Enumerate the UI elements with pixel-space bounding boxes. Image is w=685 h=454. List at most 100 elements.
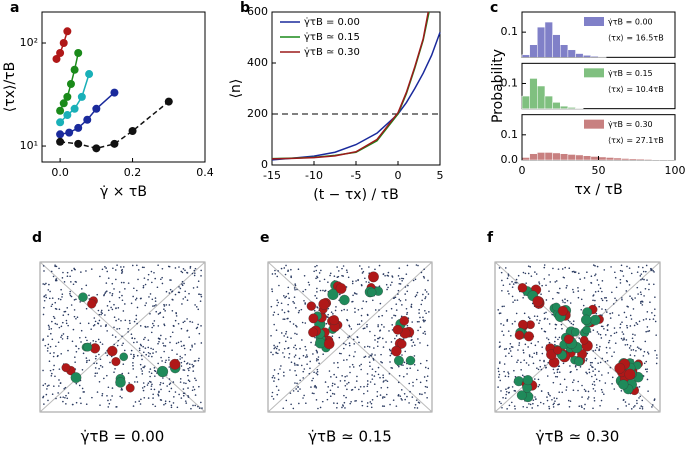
particle — [383, 346, 385, 348]
particle — [628, 403, 630, 405]
point — [85, 70, 93, 78]
particle — [366, 324, 368, 326]
particle — [192, 386, 194, 388]
point — [165, 98, 173, 106]
particle — [161, 277, 163, 279]
particle — [194, 343, 196, 345]
particle — [86, 403, 88, 405]
particle — [390, 350, 392, 352]
particle — [500, 312, 502, 314]
bar — [560, 106, 568, 109]
particle — [287, 287, 289, 289]
particle — [634, 334, 636, 336]
annotation: ⟨τx⟩ = 27.1τB — [608, 136, 664, 145]
particle — [375, 309, 377, 311]
particle — [387, 387, 389, 389]
particle — [427, 375, 429, 377]
particle — [165, 362, 167, 364]
particle — [283, 375, 285, 377]
particle — [553, 402, 555, 404]
particle — [166, 291, 168, 293]
particle — [427, 280, 429, 282]
particle — [377, 341, 379, 343]
particle — [190, 349, 192, 351]
particle — [83, 353, 85, 355]
particle — [647, 379, 649, 381]
particle — [510, 335, 512, 337]
particle — [344, 376, 346, 378]
particle — [395, 303, 397, 305]
x-axis-label: γ̇ × τB — [100, 184, 147, 200]
particle — [304, 368, 306, 370]
particle — [367, 406, 369, 408]
particle — [371, 403, 373, 405]
particle — [609, 313, 611, 315]
particle — [372, 399, 374, 401]
particle — [185, 383, 187, 385]
particle — [629, 347, 631, 349]
particle — [590, 362, 592, 364]
particle — [336, 407, 338, 409]
particle — [141, 370, 143, 372]
particle — [630, 315, 632, 317]
particle — [579, 278, 581, 280]
particle — [638, 397, 640, 399]
particle — [603, 328, 605, 330]
particle — [60, 336, 62, 338]
particle — [148, 397, 150, 399]
particle — [147, 347, 149, 349]
particle — [335, 306, 337, 308]
particle — [173, 325, 175, 327]
particle — [532, 403, 534, 405]
particle — [508, 373, 510, 375]
cluster-particle — [107, 346, 117, 356]
particle — [131, 350, 133, 352]
particle — [630, 345, 632, 347]
particle — [152, 298, 154, 300]
particle — [599, 380, 601, 382]
particle — [140, 403, 142, 405]
particle — [554, 281, 556, 283]
bar — [568, 154, 576, 160]
particle — [58, 379, 60, 381]
particle — [310, 342, 312, 344]
legend-swatch — [584, 120, 604, 129]
particle — [59, 368, 61, 370]
particle — [389, 404, 391, 406]
particle — [154, 405, 156, 407]
particle — [653, 318, 655, 320]
y-axis-label: ⟨n⟩ — [228, 79, 244, 99]
particle — [626, 327, 628, 329]
particle — [45, 345, 47, 347]
particle — [192, 273, 194, 275]
particle — [380, 303, 382, 305]
particle — [390, 284, 392, 286]
cluster-particle — [398, 340, 407, 349]
particle — [372, 378, 374, 380]
particle — [316, 358, 318, 360]
particle — [569, 406, 571, 408]
particle — [48, 385, 50, 387]
particle — [643, 279, 645, 281]
cluster-particle — [170, 359, 181, 370]
particle — [178, 292, 180, 294]
particle — [398, 366, 400, 368]
particle — [50, 333, 52, 335]
particle — [645, 361, 647, 363]
bar — [576, 155, 584, 160]
particle — [56, 324, 58, 326]
particle — [514, 321, 516, 323]
particle — [58, 341, 60, 343]
particle — [539, 360, 541, 362]
particle — [287, 270, 289, 272]
particle — [150, 388, 152, 390]
particle — [184, 321, 186, 323]
particle — [168, 357, 170, 359]
particle — [144, 365, 146, 367]
snapshot-caption: γ̇τB ≃ 0.15 — [308, 428, 392, 446]
particle — [607, 372, 609, 374]
particle — [278, 285, 280, 287]
particle — [327, 386, 329, 388]
particle — [181, 303, 183, 305]
particle — [621, 321, 623, 323]
